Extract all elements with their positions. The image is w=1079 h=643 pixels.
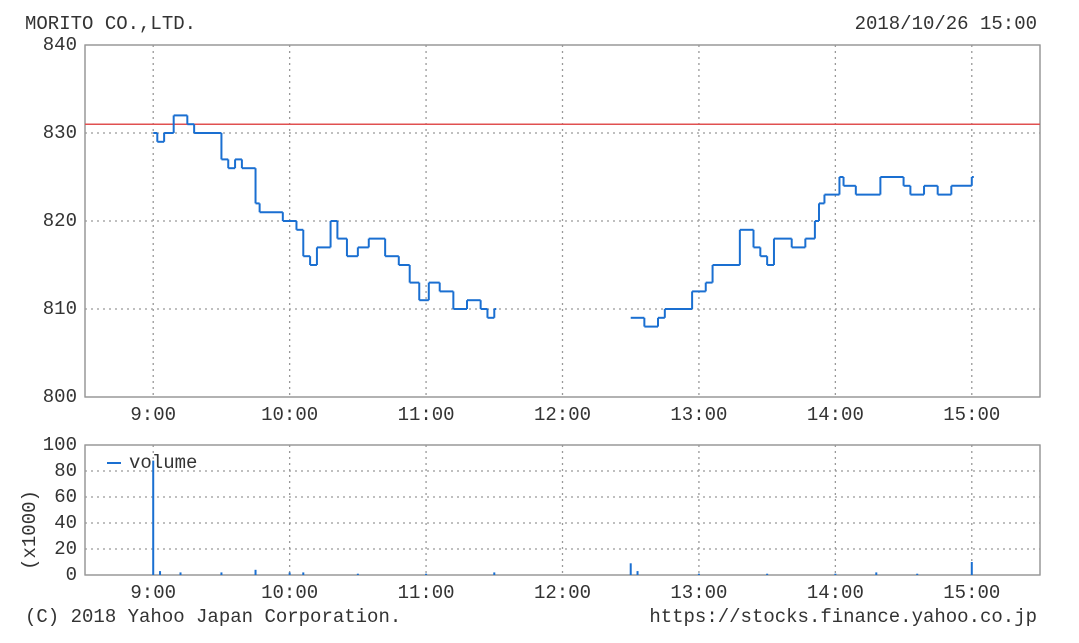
x-tick-label: 14:00 — [807, 404, 864, 426]
x-tick-label: 10:00 — [261, 404, 318, 426]
x-tick-label: 13:00 — [670, 404, 727, 426]
y-tick-label: 100 — [43, 434, 77, 456]
x-tick-label: 11:00 — [398, 404, 455, 426]
x-tick-label: 9:00 — [130, 582, 176, 604]
y-tick-label: 20 — [54, 538, 77, 560]
y-tick-label: 830 — [43, 122, 77, 144]
x-tick-label: 13:00 — [670, 582, 727, 604]
x-tick-label: 12:00 — [534, 582, 591, 604]
x-tick-label: 15:00 — [943, 582, 1000, 604]
y-tick-label: 840 — [43, 34, 77, 56]
y-tick-label: 820 — [43, 210, 77, 232]
x-tick-label: 11:00 — [398, 582, 455, 604]
x-tick-label: 15:00 — [943, 404, 1000, 426]
x-tick-label: 9:00 — [130, 404, 176, 426]
y-tick-label: 810 — [43, 298, 77, 320]
x-tick-label: 14:00 — [807, 582, 864, 604]
source-url: https://stocks.finance.yahoo.co.jp — [649, 606, 1037, 628]
y-tick-label: 80 — [54, 460, 77, 482]
chart-title: MORITO CO.,LTD. — [25, 13, 196, 35]
y-axis-label: (x1000) — [19, 490, 41, 570]
y-tick-label: 800 — [43, 386, 77, 408]
x-tick-label: 12:00 — [534, 404, 591, 426]
y-tick-label: 0 — [66, 564, 77, 586]
copyright: (C) 2018 Yahoo Japan Corporation. — [25, 606, 401, 628]
y-tick-label: 40 — [54, 512, 77, 534]
x-tick-label: 10:00 — [261, 582, 318, 604]
y-tick-label: 60 — [54, 486, 77, 508]
legend-label: volume — [129, 452, 197, 474]
timestamp: 2018/10/26 15:00 — [855, 13, 1037, 35]
